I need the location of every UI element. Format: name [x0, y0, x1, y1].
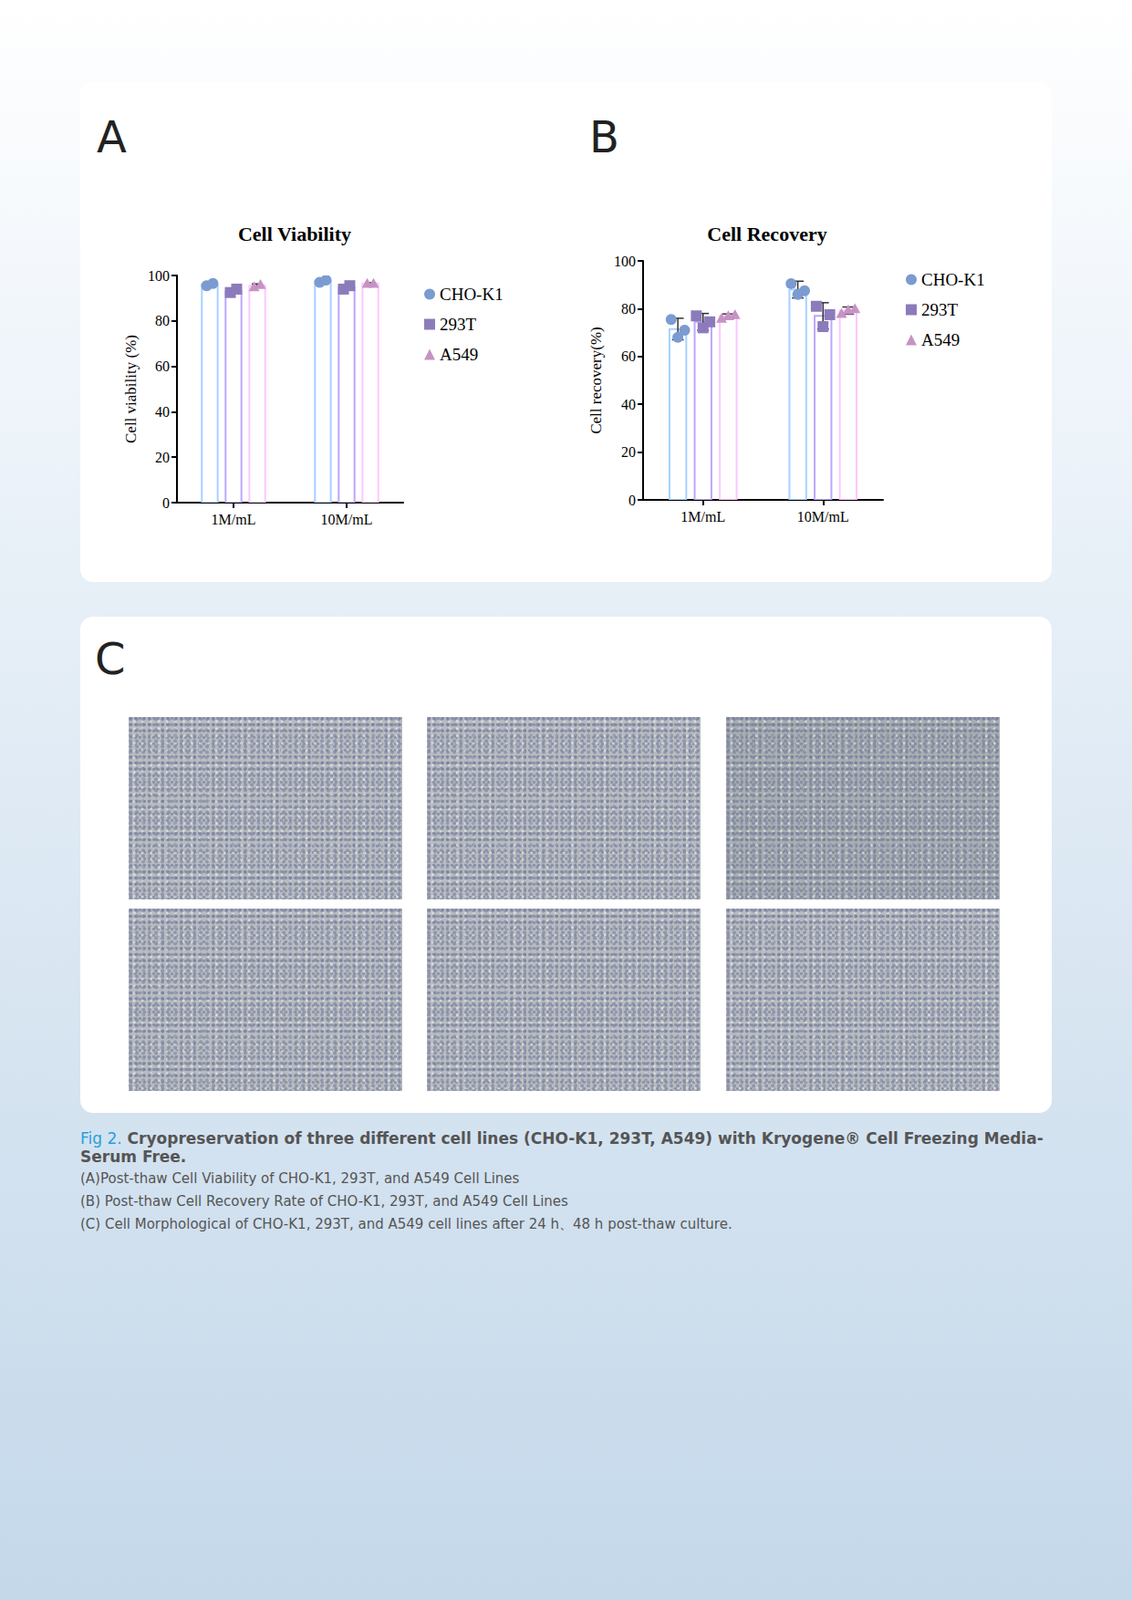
svg-text:10M/mL: 10M/mL — [797, 508, 850, 525]
svg-text:293T: 293T — [921, 300, 959, 320]
svg-text:100: 100 — [147, 268, 170, 284]
svg-text:Cell viability (%): Cell viability (%) — [122, 334, 140, 444]
html-text:(C) Cell Morphological of CHO-: (C) Cell Morphological of CHO-K1, 293T, … — [80, 1215, 733, 1233]
svg-text:40: 40 — [155, 404, 170, 420]
html-text:(B) Post-thaw Cell Recovery Ra: (B) Post-thaw Cell Recovery Rate of CHO-… — [80, 1193, 569, 1210]
html-text:B: B — [589, 111, 620, 163]
svg-text:20: 20 — [621, 444, 636, 460]
svg-text:Cell recovery(%): Cell recovery(%) — [587, 326, 605, 435]
svg-text:60: 60 — [621, 348, 636, 364]
svg-text:0: 0 — [162, 495, 170, 511]
html-text:A: A — [96, 111, 127, 163]
svg-text:1M/mL: 1M/mL — [680, 508, 726, 525]
html-text:(A)Post-thaw Cell Viability of: (A)Post-thaw Cell Viability of CHO-K1, 2… — [80, 1170, 520, 1187]
svg-text:A549: A549 — [921, 330, 960, 350]
svg-text:CHO-K1: CHO-K1 — [921, 270, 986, 290]
svg-text:Cell Viability: Cell Viability — [238, 222, 352, 246]
html-text:C: C — [94, 633, 126, 685]
svg-text:20: 20 — [155, 449, 170, 466]
svg-text:60: 60 — [155, 358, 170, 374]
svg-text:A549: A549 — [439, 344, 478, 364]
svg-text:CHO-K1: CHO-K1 — [439, 284, 504, 304]
svg-text:293T: 293T — [439, 314, 478, 334]
svg-text:100: 100 — [613, 253, 636, 270]
svg-text:Cell Recovery: Cell Recovery — [706, 222, 827, 246]
svg-text:1M/mL: 1M/mL — [211, 511, 257, 528]
svg-text:10M/mL: 10M/mL — [321, 511, 374, 528]
svg-text:80: 80 — [621, 301, 636, 317]
svg-text:80: 80 — [155, 312, 170, 329]
svg-text:40: 40 — [621, 396, 636, 413]
html-text:Fig 2. Cryopreservation of thr: Fig 2. Cryopreservation of three differe… — [80, 1129, 1044, 1166]
svg-text:0: 0 — [628, 492, 636, 509]
